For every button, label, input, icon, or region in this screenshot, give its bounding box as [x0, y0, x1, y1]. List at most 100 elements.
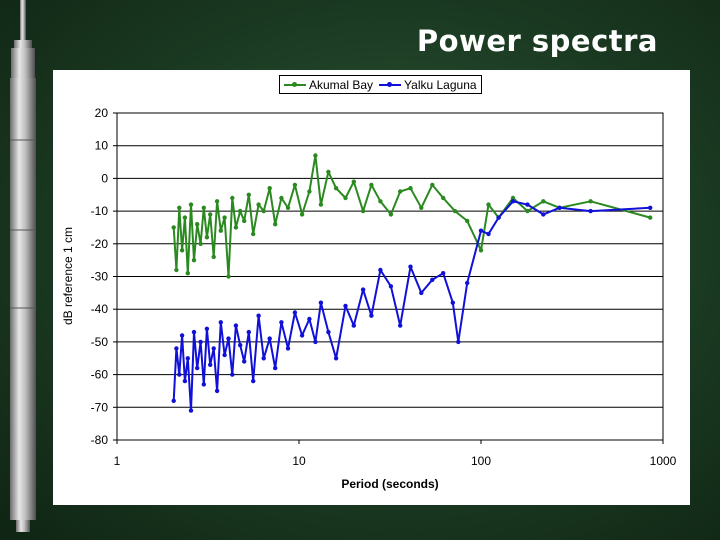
data-point — [204, 235, 210, 240]
data-point — [369, 182, 374, 188]
data-point — [398, 189, 403, 194]
y-tick-label: -50 — [91, 335, 109, 349]
data-point — [318, 300, 324, 305]
gridlines — [113, 112, 664, 444]
y-axis-label: dB reference 1 cm — [61, 227, 75, 325]
pressure-sensor-probe-icon — [10, 0, 36, 532]
data-point — [256, 313, 261, 318]
data-point — [273, 222, 278, 227]
legend-item-akumal: Akumal Bay — [284, 78, 373, 92]
data-point — [441, 195, 446, 201]
data-point — [238, 208, 243, 214]
data-point — [242, 218, 247, 224]
data-point — [242, 359, 247, 364]
x-tick-label: 10 — [292, 454, 306, 468]
data-point — [285, 346, 291, 351]
data-point — [267, 336, 272, 341]
data-point — [333, 356, 339, 361]
data-point — [174, 267, 179, 273]
data-point — [313, 339, 318, 345]
series-1 — [171, 199, 653, 413]
data-point — [525, 202, 530, 207]
data-point — [408, 186, 413, 191]
legend-swatch-akumal — [284, 81, 306, 89]
data-point — [351, 179, 356, 184]
data-point — [279, 195, 284, 201]
data-point — [496, 215, 501, 220]
chart-panel: 20 10 0 -10 -20 -30 -40 -50 -60 -70 -80 1 10 100 1000… — [53, 70, 690, 505]
data-point — [478, 248, 484, 253]
data-point — [191, 329, 197, 335]
data-point — [273, 365, 278, 371]
data-point — [171, 225, 176, 230]
data-point — [174, 346, 179, 351]
data-point — [486, 231, 491, 237]
data-point — [541, 199, 546, 204]
data-point — [185, 271, 190, 276]
data-point — [430, 182, 435, 188]
data-point — [478, 228, 484, 233]
y-tick-label: -20 — [91, 237, 109, 251]
data-point — [430, 277, 435, 282]
chart-legend: Akumal Bay Yalku Laguna — [279, 75, 482, 94]
data-point — [360, 208, 366, 214]
y-tick-label: -70 — [91, 400, 109, 414]
x-axis-label: Period (seconds) — [341, 477, 438, 491]
data-point — [441, 271, 446, 276]
y-tick-label: -80 — [91, 433, 109, 447]
y-tick-label: 20 — [95, 106, 109, 120]
data-point — [419, 205, 424, 210]
data-point — [307, 316, 312, 322]
data-point — [230, 195, 235, 201]
series — [171, 153, 653, 413]
data-point — [456, 339, 461, 345]
data-point — [177, 205, 182, 210]
data-point — [211, 346, 216, 351]
data-point — [226, 336, 231, 341]
x-tick-label: 1000 — [650, 454, 677, 468]
data-point — [246, 192, 251, 197]
data-point — [369, 313, 374, 318]
x-tick-labels: 1 10 100 1000 — [114, 454, 677, 468]
data-point — [251, 378, 256, 384]
data-point — [226, 274, 231, 279]
data-point — [343, 195, 348, 201]
data-point — [222, 215, 227, 220]
data-point — [313, 153, 318, 158]
data-point — [465, 280, 470, 286]
data-point — [360, 287, 366, 292]
data-point — [588, 208, 593, 214]
data-point — [201, 205, 206, 210]
y-tick-label: -30 — [91, 270, 109, 284]
y-tick-label: -60 — [91, 368, 109, 382]
data-point — [648, 215, 653, 220]
data-point — [419, 290, 424, 296]
data-point — [208, 212, 213, 217]
y-tick-label: 0 — [101, 171, 108, 185]
data-point — [204, 326, 210, 331]
data-point — [541, 212, 546, 217]
data-point — [198, 241, 203, 246]
data-point — [251, 231, 256, 237]
data-point — [214, 388, 220, 394]
data-point — [179, 248, 185, 253]
data-point — [182, 378, 188, 384]
x-tick-label: 1 — [114, 454, 121, 468]
data-point — [378, 199, 383, 204]
data-point — [510, 195, 516, 201]
data-point — [525, 208, 530, 214]
data-point — [188, 202, 194, 207]
y-tick-label: -10 — [91, 204, 109, 218]
data-point — [179, 333, 185, 338]
legend-label-yalku: Yalku Laguna — [404, 77, 477, 92]
data-point — [246, 329, 251, 335]
y-tick-label: 10 — [95, 139, 109, 153]
data-point — [452, 208, 458, 214]
data-point — [388, 212, 394, 217]
data-point — [648, 205, 653, 210]
data-point — [343, 303, 348, 309]
series-line — [172, 200, 651, 412]
plot-area — [116, 112, 664, 441]
data-point — [233, 225, 239, 230]
